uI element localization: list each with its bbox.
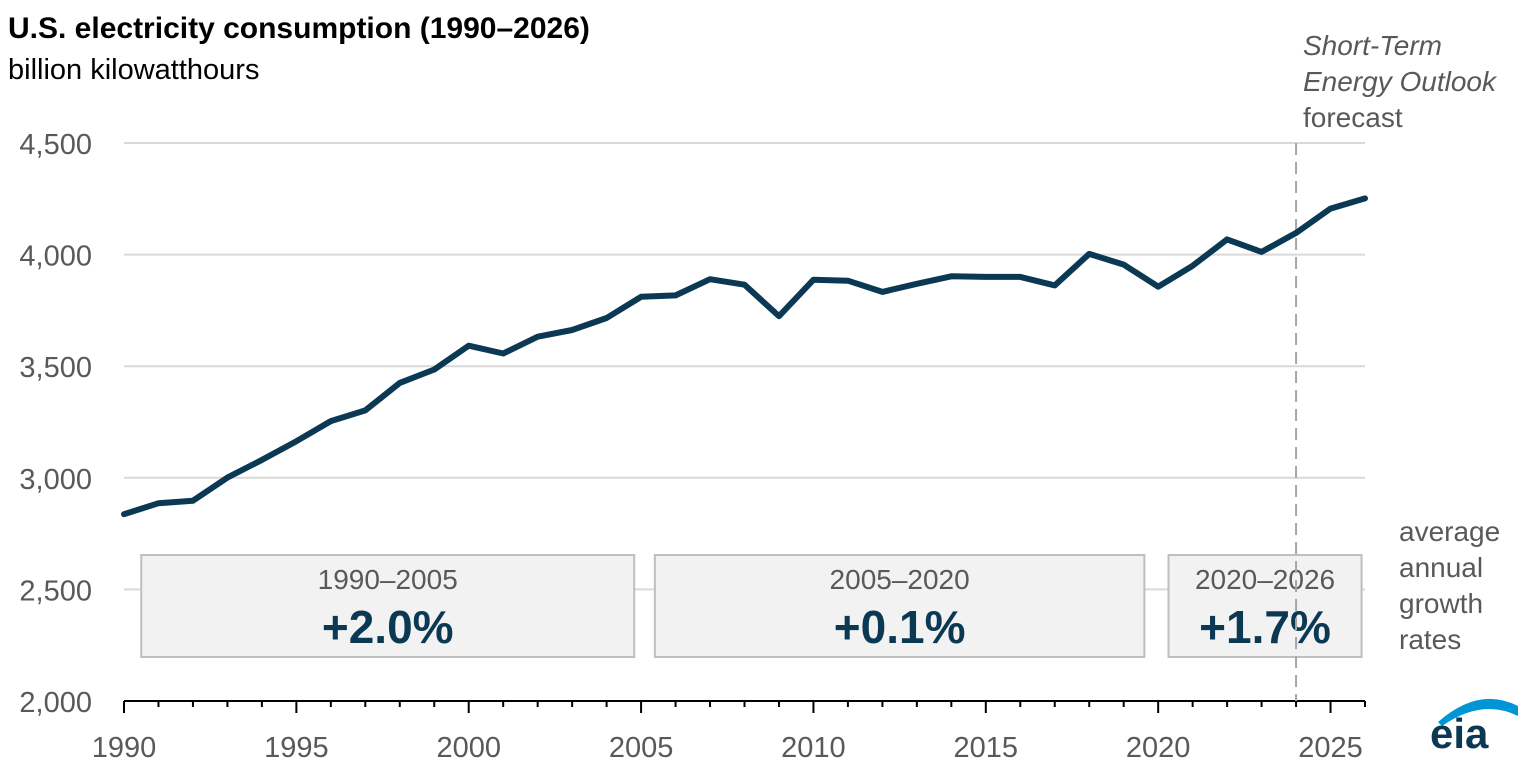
data-point-1997	[362, 407, 368, 413]
growth-note-line1: average	[1399, 516, 1501, 547]
forecast-note-line1: Short-Term	[1303, 30, 1443, 61]
grid-layer	[124, 142, 1365, 591]
chart-title: U.S. electricity consumption (1990–2026)	[8, 12, 590, 45]
data-point-2025	[1328, 206, 1334, 212]
y-tick-label-3000: 3,000	[19, 464, 92, 496]
y-tick-label-4000: 4,000	[19, 241, 92, 273]
x-tick-label-1995: 1995	[264, 732, 329, 764]
data-point-1996	[328, 418, 334, 424]
growth-box-1	[140, 554, 636, 658]
growth-note-line2: annual	[1399, 552, 1484, 583]
data-point-2016	[1017, 274, 1023, 280]
data-point-2010	[810, 277, 816, 283]
x-tick-label-2020: 2020	[1126, 732, 1191, 764]
data-point-2022	[1224, 236, 1230, 242]
data-point-2026	[1362, 195, 1368, 201]
data-point-2006	[673, 292, 679, 298]
x-tick-label-2005: 2005	[609, 732, 674, 764]
growth-note-line4: rates	[1399, 624, 1462, 655]
data-point-1994	[259, 457, 265, 463]
data-point-2004	[604, 315, 610, 321]
growth-box-rate-2: +0.1%	[834, 601, 966, 653]
data-point-2023	[1259, 249, 1265, 255]
y-tick-label-2000: 2,000	[19, 687, 92, 719]
data-point-2001	[500, 350, 506, 356]
y-tick-label-2500: 2,500	[19, 575, 92, 607]
y-tick-label-4500: 4,500	[19, 129, 92, 161]
data-point-2008	[742, 282, 748, 288]
y-tick-label-3500: 3,500	[19, 352, 92, 384]
data-point-2002	[535, 334, 541, 340]
growth-rates-note: average annual growth rates	[1399, 514, 1500, 658]
data-point-2000	[466, 343, 472, 349]
data-point-2018	[1086, 251, 1092, 257]
x-tick-label-2025: 2025	[1298, 732, 1363, 764]
growth-box-rate-3: +1.7%	[1199, 601, 1331, 653]
x-tick-label-2010: 2010	[781, 732, 846, 764]
data-point-1993	[224, 475, 230, 481]
data-point-1995	[293, 438, 299, 444]
data-point-2015	[983, 274, 989, 280]
growth-box-period-2: 2005–2020	[830, 564, 970, 595]
x-tick-label-1990: 1990	[92, 732, 157, 764]
data-point-1998	[397, 380, 403, 386]
data-point-2009	[776, 313, 782, 319]
growth-box-2	[653, 554, 1146, 658]
data-point-1992	[190, 498, 196, 504]
growth-box-period-3: 2020–2026	[1195, 564, 1335, 595]
forecast-note-line2: Energy Outlook	[1303, 66, 1496, 97]
forecast-note-line3: forecast	[1303, 102, 1403, 133]
data-point-1991	[155, 500, 161, 506]
chart-subtitle: billion kilowatthours	[8, 54, 260, 86]
data-point-2017	[1052, 282, 1058, 288]
forecast-note: Short-Term Energy Outlook forecast	[1303, 28, 1496, 136]
series-layer	[121, 195, 1368, 518]
growth-boxes: 1990–2005 +2.0% 2005–2020 +0.1% 2020–2026 +1.…	[140, 554, 1363, 658]
data-point-2024	[1293, 230, 1299, 236]
axis-layer: 2,000 2,500 3,000 3,500 4,000 4,500 1990 1995 20…	[19, 129, 1366, 764]
data-point-2007	[707, 276, 713, 282]
series-line-0	[121, 195, 1368, 518]
data-point-2020	[1155, 284, 1161, 290]
growth-box-period-1: 1990–2005	[318, 564, 458, 595]
growth-box-rate-1: +2.0%	[322, 601, 454, 653]
data-point-2005	[638, 294, 644, 300]
growth-box-3	[1167, 554, 1363, 658]
logo-text: eia	[1430, 710, 1489, 757]
data-point-2021	[1190, 263, 1196, 269]
growth-note-line3: growth	[1399, 588, 1484, 619]
x-tick-label-2015: 2015	[954, 732, 1019, 764]
data-point-2003	[569, 327, 575, 333]
data-point-1999	[431, 367, 437, 373]
data-point-1990	[121, 511, 127, 517]
data-point-2019	[1121, 262, 1127, 268]
data-point-2013	[914, 281, 920, 287]
x-tick-label-2000: 2000	[436, 732, 501, 764]
data-point-2012	[879, 289, 885, 295]
data-point-2011	[845, 278, 851, 284]
eia-logo-icon: eia	[1430, 698, 1518, 757]
data-point-2014	[948, 273, 954, 279]
